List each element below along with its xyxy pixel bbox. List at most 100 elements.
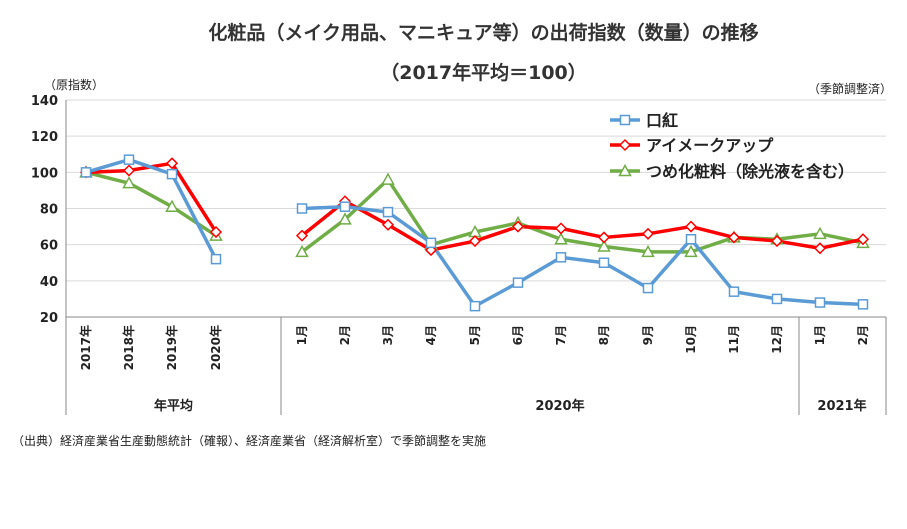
x-tick-label: 3月 <box>381 325 395 345</box>
group-label-annual: 年平均 <box>154 398 193 414</box>
legend-marker-lipstick <box>619 114 631 126</box>
data-point-eye <box>727 231 741 244</box>
data-point-lipstick <box>642 282 654 294</box>
x-tick-label-group: 4月 <box>424 325 438 345</box>
data-point-lipstick <box>469 300 481 312</box>
data-point-lipstick <box>339 201 351 212</box>
data-point-lipstick <box>512 277 524 288</box>
data-point-eye <box>511 220 525 233</box>
data-point-nail <box>122 176 136 189</box>
data-point-lipstick <box>123 154 135 165</box>
x-tick-label: 2020年 <box>208 325 223 370</box>
data-point-eye <box>468 234 482 248</box>
x-tick-label-group: 2020年 <box>208 325 223 370</box>
data-point-lipstick <box>296 203 308 214</box>
x-tick-label-group: 7月 <box>554 325 568 345</box>
x-tick-label-group: 10月 <box>684 325 698 354</box>
data-point-eye <box>209 225 223 239</box>
x-tick-label-group: 8月 <box>597 325 611 345</box>
x-tick-label-group: 3月 <box>381 325 395 345</box>
data-point-lipstick <box>814 297 826 308</box>
series-line-lipstick-annual <box>85 157 218 260</box>
series-line-nail-annual <box>85 170 217 238</box>
x-tick-label-group: 2017年 <box>78 325 93 370</box>
legend-marker-eye <box>618 138 632 152</box>
y-tick-label: 40 <box>40 275 58 290</box>
x-tick-label-group: 11月 <box>727 325 741 354</box>
x-tick-label-group: 2019年 <box>164 325 179 370</box>
legend-label-eye: アイメークアップ <box>646 136 774 155</box>
data-point-lipstick <box>857 299 869 310</box>
data-point-eye <box>122 164 136 177</box>
x-tick-label: 8月 <box>597 325 611 345</box>
data-point-eye <box>856 233 870 246</box>
x-tick-label-group: 2018年 <box>121 325 136 370</box>
data-point-lipstick <box>555 252 567 263</box>
x-tick-label: 2019年 <box>164 325 179 370</box>
y-tick-label: 20 <box>40 311 58 326</box>
x-tick-label: 1月 <box>295 325 309 345</box>
y-tick-label: 100 <box>31 166 58 181</box>
data-point-eye <box>165 157 179 170</box>
data-point-eye <box>684 220 698 233</box>
x-tick-label: 6月 <box>511 325 525 345</box>
x-tick-label: 4月 <box>424 325 438 345</box>
data-point-lipstick <box>210 253 222 265</box>
data-point-eye <box>641 227 655 240</box>
data-point-eye <box>381 218 395 231</box>
y-tick-label: 120 <box>31 130 58 145</box>
data-point-lipstick <box>166 168 178 180</box>
data-point-nail <box>295 244 309 258</box>
data-point-eye <box>597 231 611 244</box>
seasonal-adjust-label: （季節調整済） <box>808 82 893 96</box>
x-tick-label: 9月 <box>641 325 655 345</box>
data-point-lipstick <box>425 237 437 249</box>
y-tick-label: 140 <box>31 94 58 109</box>
data-point-nail <box>597 239 611 252</box>
x-tick-label-group: 12月 <box>770 325 784 354</box>
data-point-lipstick <box>598 257 610 268</box>
x-tick-label-group: 2月 <box>338 325 352 345</box>
data-point-nail <box>813 226 827 240</box>
data-point-nail <box>684 244 698 258</box>
x-tick-label: 2月 <box>338 325 352 345</box>
chart-title-line1: 化粧品（メイク用品、マニキュア等）の出荷指数（数量）の推移 <box>208 22 759 44</box>
x-tick-label: 5月 <box>468 325 482 345</box>
legend-label-nail: つめ化粧料（除光液を含む） <box>646 162 854 181</box>
chart-title-line2: （2017年平均＝100） <box>380 62 587 84</box>
y-tick-label: 60 <box>40 239 58 254</box>
x-tick-label-group: 1月 <box>295 325 309 345</box>
data-point-eye <box>813 242 827 255</box>
data-point-lipstick <box>80 167 92 178</box>
x-tick-label-group: 2月 <box>856 325 870 345</box>
group-label-2021: 2021年 <box>817 398 866 414</box>
series-line-lipstick-monthly <box>301 204 864 308</box>
x-tick-label-group: 9月 <box>641 325 655 345</box>
data-point-eye <box>295 229 309 242</box>
x-tick-label-group: 6月 <box>511 325 525 345</box>
x-tick-label: 2017年 <box>78 325 93 370</box>
x-tick-label: 12月 <box>770 325 784 354</box>
legend-label-lipstick: 口紅 <box>646 111 678 130</box>
source-note: （出典）経済産業省生産動態統計（確報）、経済産業省（経済解析室）で季節調整を実施 <box>12 434 487 448</box>
data-point-nail <box>554 232 568 245</box>
data-point-lipstick <box>685 233 697 245</box>
x-tick-label: 2月 <box>856 325 870 345</box>
data-point-nail <box>338 212 352 225</box>
data-point-lipstick <box>771 293 783 305</box>
x-tick-label: 11月 <box>727 325 741 354</box>
x-tick-label: 1月 <box>813 325 827 345</box>
data-point-nail <box>641 244 655 258</box>
y-unit-label: （原指数） <box>44 78 105 92</box>
x-tick-label: 7月 <box>554 325 568 345</box>
legend-marker-nail <box>618 163 632 177</box>
data-point-lipstick <box>728 286 740 297</box>
x-tick-label: 2018年 <box>121 325 136 370</box>
series-line-eye-monthly <box>300 199 864 252</box>
data-point-lipstick <box>382 206 394 218</box>
x-tick-label: 10月 <box>684 325 698 354</box>
data-point-eye <box>770 234 784 248</box>
y-tick-label: 80 <box>40 203 58 218</box>
x-tick-label-group: 5月 <box>468 325 482 345</box>
